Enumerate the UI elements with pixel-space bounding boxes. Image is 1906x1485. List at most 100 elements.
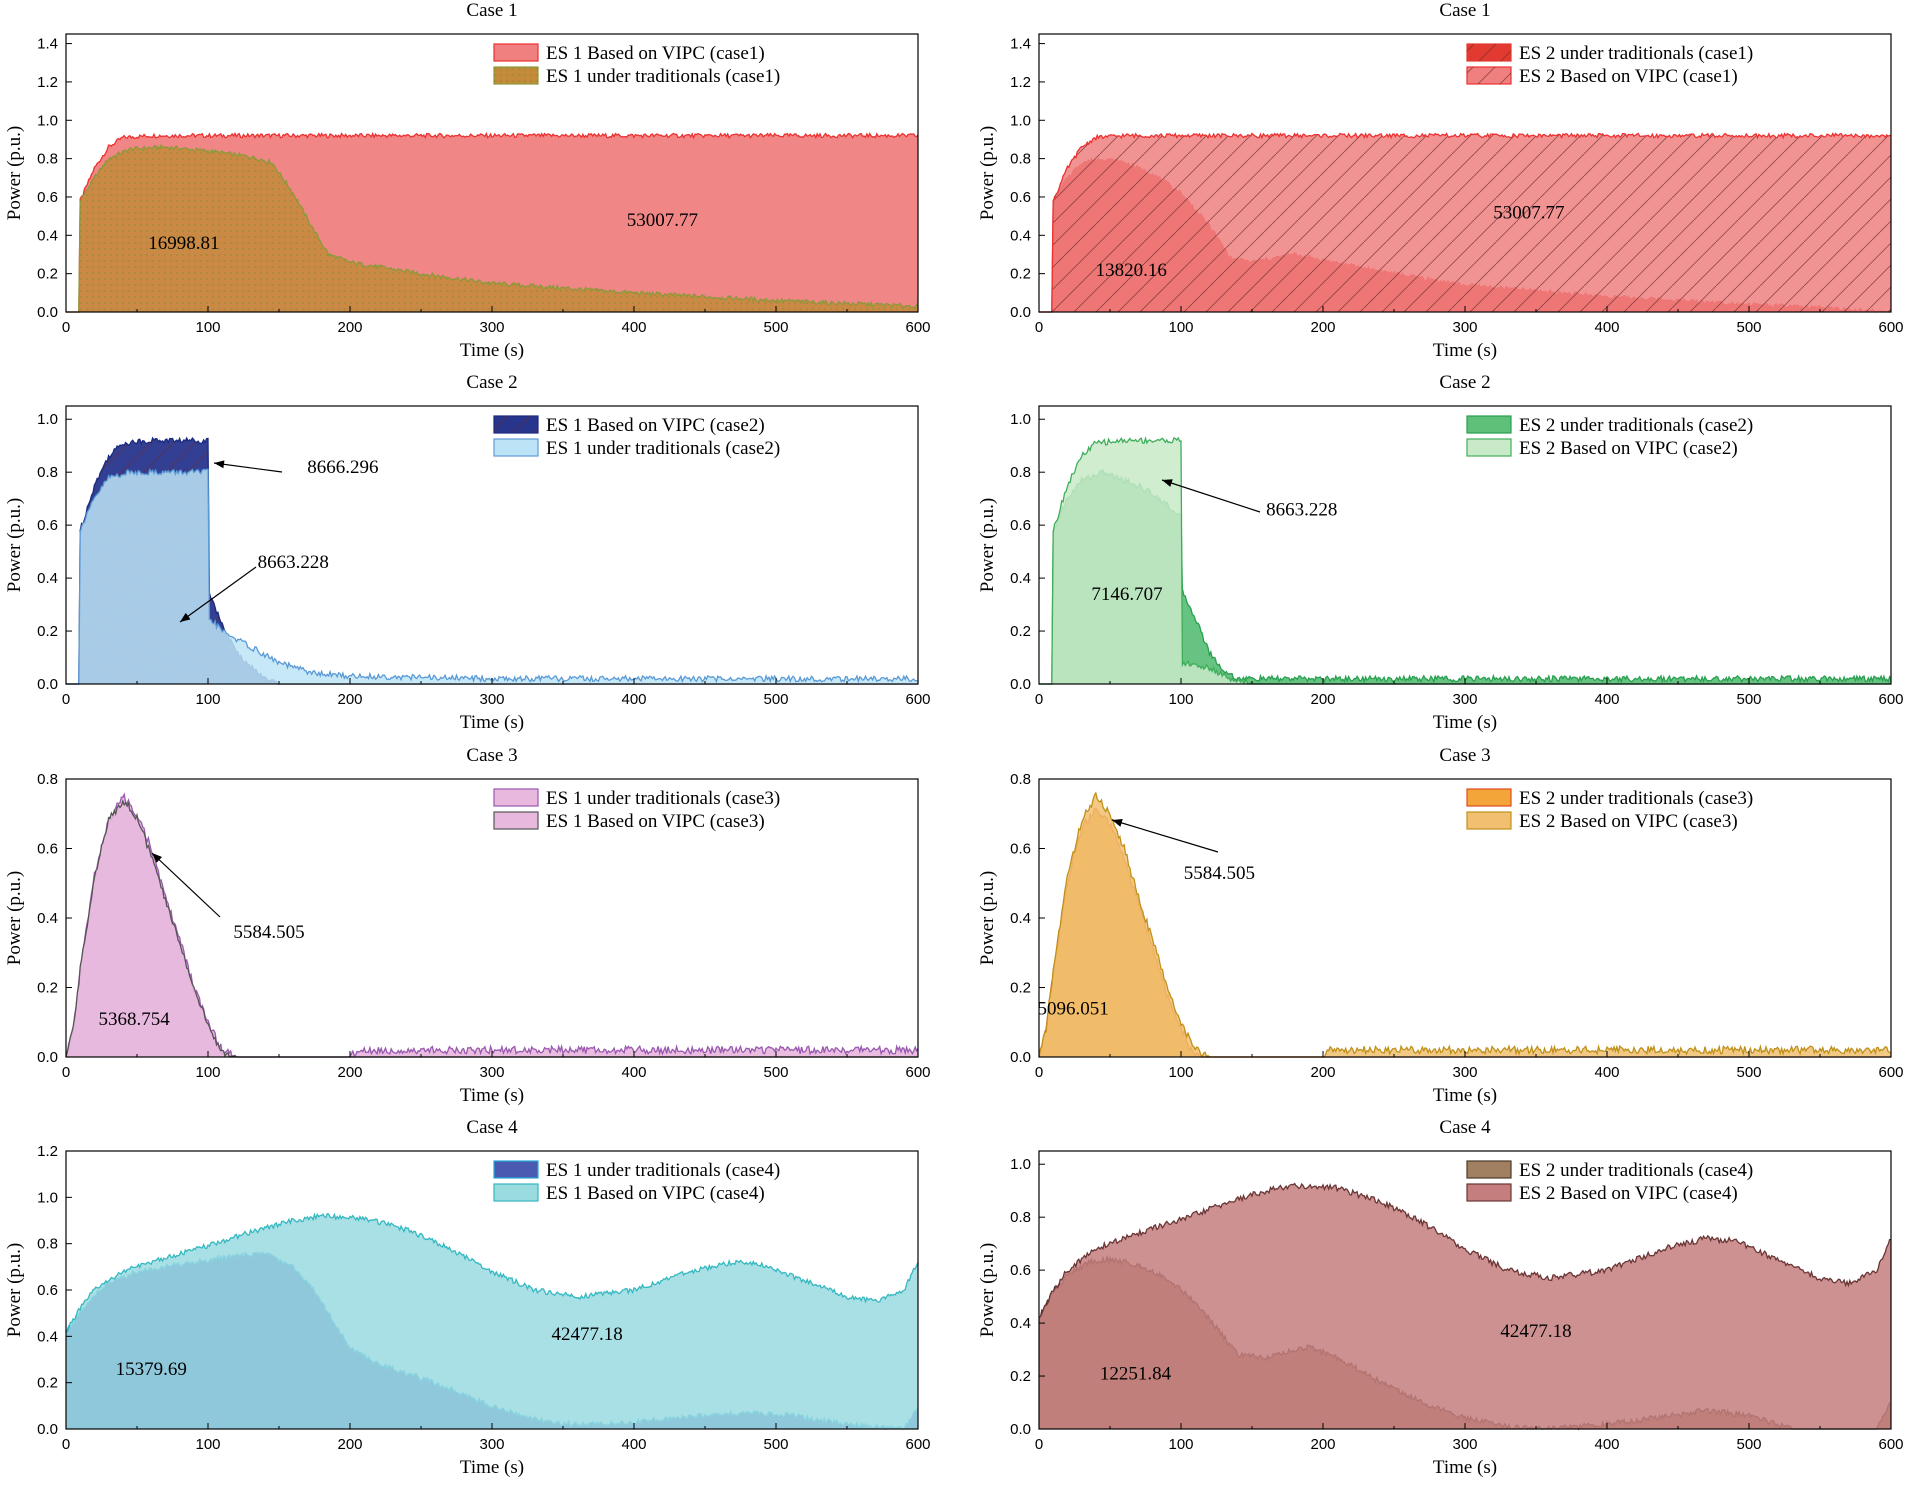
legend-swatch	[1466, 415, 1512, 434]
y-tick-label: 1.0	[37, 1189, 58, 1206]
chart-panel: Case 4 0 100 200 300 400 500 600 0.0 0.2 0.4 0.6 0.8…	[4, 1117, 931, 1478]
annotation-arrow	[1161, 479, 1261, 513]
legend-label: ES 2 Based on VIPC (case4)	[1519, 1183, 1738, 1204]
chart-title: Case 3	[1439, 745, 1490, 766]
x-tick-label: 400	[1594, 319, 1619, 336]
annotation-value: 8663.228	[258, 552, 329, 573]
y-tick-label: 0.0	[37, 1421, 58, 1438]
y-tick-label: 0.2	[1010, 980, 1031, 997]
chart-title: Case 2	[466, 372, 517, 393]
legend-label: ES 2 under traditionals (case1)	[1519, 43, 1753, 64]
x-tick-label: 200	[337, 1064, 362, 1081]
y-tick-label: 1.2	[37, 74, 58, 91]
x-tick-label: 100	[195, 1436, 220, 1453]
x-tick-label: 100	[1168, 319, 1193, 336]
series-area	[66, 1213, 918, 1429]
legend-swatch	[493, 788, 539, 807]
x-axis-label: Time (s)	[460, 340, 524, 361]
series-line	[66, 144, 919, 313]
y-tick-label: 0.0	[1010, 1049, 1031, 1066]
y-tick-label: 0.2	[1010, 1368, 1031, 1385]
x-tick-label: 200	[337, 1436, 362, 1453]
x-tick-label: 300	[1452, 1436, 1477, 1453]
y-tick-label: 0.4	[37, 1328, 58, 1345]
annotation-value: 5096.051	[1037, 998, 1108, 1019]
x-tick-label: 500	[763, 319, 788, 336]
y-tick-label: 1.2	[1010, 74, 1031, 91]
x-tick-label: 500	[763, 1436, 788, 1453]
legend-swatch-hatch	[1467, 67, 1511, 84]
chart-panel: Case 4 0 100 200 300 400 500 600 0.0 0.2 0.4 0.6 0.8…	[977, 1117, 1904, 1478]
annotation-value: 16998.81	[148, 233, 219, 254]
legend-label: ES 1 Based on VIPC (case4)	[546, 1183, 765, 1204]
annotation-arrow	[151, 852, 221, 918]
x-tick-label: 400	[621, 691, 646, 708]
x-tick-label: 400	[621, 1064, 646, 1081]
x-tick-label: 400	[1594, 1436, 1619, 1453]
annotation-value: 42477.18	[1500, 1321, 1571, 1342]
y-axis-label: Power (p.u.)	[4, 498, 25, 592]
y-tick-label: 0.8	[37, 464, 58, 481]
y-tick-label: 0.6	[1010, 517, 1031, 534]
legend-swatch	[493, 811, 539, 830]
x-axis-label: Time (s)	[460, 1457, 524, 1478]
annotation-arrow	[179, 566, 257, 623]
legend-label: ES 1 under traditionals (case1)	[546, 66, 780, 87]
legend-label: ES 2 under traditionals (case2)	[1519, 415, 1753, 436]
x-axis-label: Time (s)	[460, 712, 524, 733]
y-tick-label: 0.0	[37, 676, 58, 693]
x-axis-label: Time (s)	[1433, 712, 1497, 733]
y-tick-label: 0.2	[37, 980, 58, 997]
series-hatch	[1039, 133, 1891, 312]
chart-panel: Case 1 0 100 200 300 400 500 600 0.0 0.2 0.4 0.6 0.8…	[4, 0, 931, 361]
chart-title: Case 3	[466, 745, 517, 766]
x-tick-label: 500	[1736, 319, 1761, 336]
x-tick-label: 0	[62, 319, 70, 336]
x-tick-label: 400	[1594, 1064, 1619, 1081]
annotation-value: 5584.505	[1184, 863, 1255, 884]
y-tick-label: 0.0	[1010, 304, 1031, 321]
legend-label: ES 1 Based on VIPC (case2)	[546, 415, 765, 436]
series-line	[65, 792, 919, 1058]
legend-label: ES 1 Based on VIPC (case1)	[546, 43, 765, 64]
legend-label: ES 2 Based on VIPC (case1)	[1519, 66, 1738, 87]
x-tick-label: 500	[763, 1064, 788, 1081]
x-tick-label: 100	[195, 691, 220, 708]
x-tick-label: 200	[1310, 691, 1335, 708]
series-area	[1039, 793, 1891, 1057]
legend-label: ES 2 under traditionals (case4)	[1519, 1160, 1753, 1181]
x-tick-label: 0	[1035, 1436, 1043, 1453]
x-tick-label: 0	[1035, 1064, 1043, 1081]
y-tick-label: 0.8	[37, 151, 58, 168]
legend-swatch	[493, 1183, 539, 1202]
annotation-value: 42477.18	[552, 1324, 623, 1345]
y-tick-label: 0.2	[37, 1375, 58, 1392]
x-tick-label: 600	[905, 691, 930, 708]
legend-swatch-hatch	[494, 67, 538, 84]
y-tick-label: 0.6	[37, 841, 58, 858]
y-tick-label: 0.2	[1010, 623, 1031, 640]
x-tick-label: 500	[1736, 1064, 1761, 1081]
x-tick-label: 600	[905, 319, 930, 336]
y-tick-label: 0.2	[1010, 266, 1031, 283]
y-axis-label: Power (p.u.)	[977, 498, 998, 592]
x-tick-label: 500	[763, 691, 788, 708]
legend-swatch	[1466, 438, 1512, 457]
y-tick-label: 1.2	[37, 1143, 58, 1160]
x-tick-label: 400	[621, 1436, 646, 1453]
x-tick-label: 200	[1310, 1064, 1335, 1081]
series-area	[66, 469, 918, 684]
annotation-arrow	[213, 462, 283, 473]
annotation-arrowhead	[214, 460, 225, 469]
x-tick-label: 400	[1594, 691, 1619, 708]
series-line	[66, 131, 919, 313]
chart-title: Case 4	[466, 1117, 518, 1138]
x-tick-label: 300	[1452, 319, 1477, 336]
legend-swatch	[1466, 788, 1512, 807]
series-area	[1039, 1183, 1891, 1429]
x-tick-label: 0	[62, 691, 70, 708]
series-hatch	[66, 145, 918, 312]
y-tick-label: 0.8	[37, 771, 58, 788]
x-tick-label: 600	[905, 1064, 930, 1081]
annotation-value: 8663.228	[1266, 499, 1337, 520]
